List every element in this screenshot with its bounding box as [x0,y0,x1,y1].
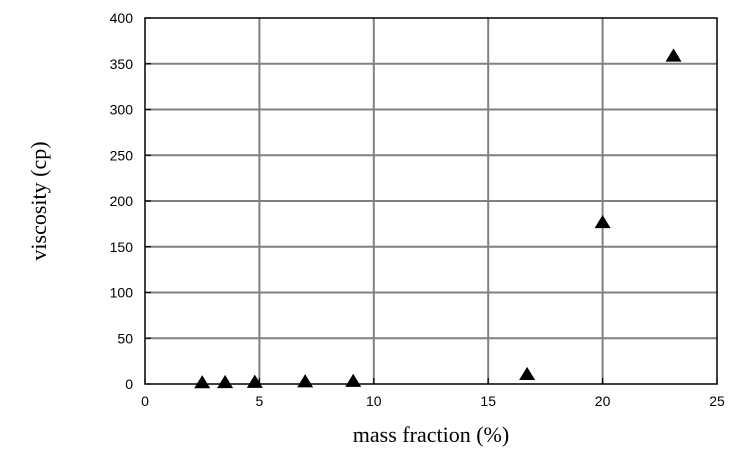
data-point [194,375,211,389]
y-tick-label: 100 [110,285,134,301]
data-points [194,48,682,389]
y-tick-label: 200 [110,193,134,209]
y-tick-label: 0 [125,376,133,392]
x-tick-label: 20 [595,393,611,409]
data-point [345,373,362,387]
x-tick-label: 10 [366,393,382,409]
data-point [519,366,536,381]
grid [145,18,717,384]
data-point [246,374,263,388]
x-tick-label: 25 [709,393,725,409]
y-tick-label: 350 [110,56,134,72]
data-point [665,48,682,62]
y-tick-label: 250 [110,147,134,163]
x-tick-label: 5 [256,393,264,409]
y-tick-label: 50 [117,330,133,346]
y-tick-label: 150 [110,239,134,255]
data-point [217,374,234,389]
x-tick-label: 0 [141,393,149,409]
y-tick-label: 400 [110,10,134,26]
x-tick-label: 15 [480,393,496,409]
data-point [594,214,611,229]
y-axis-title: viscosity (cp) [26,141,51,260]
y-tick-label: 300 [110,102,134,118]
x-axis-title: mass fraction (%) [353,422,509,447]
data-point [297,374,314,388]
